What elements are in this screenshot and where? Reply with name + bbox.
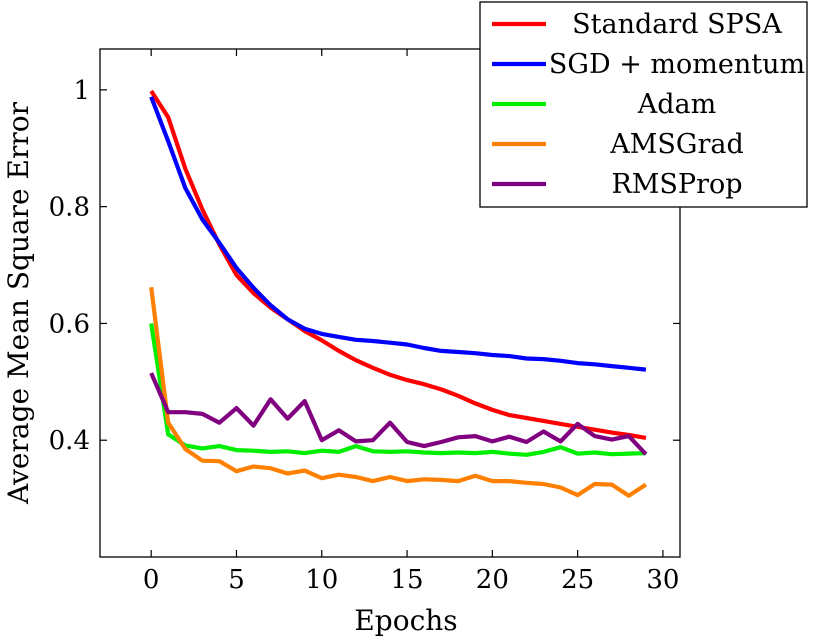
y-tick-label: 1 <box>73 76 90 106</box>
x-tick-label: 20 <box>476 565 509 595</box>
legend-label: RMSProp <box>611 169 742 200</box>
y-tick-label: 0.6 <box>49 309 90 339</box>
legend-label: Standard SPSA <box>572 9 782 40</box>
series-line-amsgrad <box>149 286 648 498</box>
x-tick-label: 15 <box>391 565 424 595</box>
y-axis-label: Average Mean Square Error <box>2 101 35 505</box>
series-line-sgd-momentum <box>149 96 647 372</box>
axis-ticks: 0 5 10 15 20 25 30 0.4 0.6 0.8 1 <box>49 49 680 595</box>
x-tick-label: 0 <box>143 565 160 595</box>
legend-label: Adam <box>637 89 716 120</box>
y-tick-label: 0.4 <box>49 426 90 456</box>
plot-frame <box>99 48 681 558</box>
x-tick-label: 30 <box>646 565 679 595</box>
series-line-rmsprop <box>149 372 648 456</box>
x-tick-label: 10 <box>305 565 338 595</box>
legend: Standard SPSA SGD + momentum Adam AMSGrad RM… <box>479 1 808 208</box>
x-tick-label: 5 <box>228 565 245 595</box>
x-tick-label: 25 <box>561 565 594 595</box>
series-line-adam <box>149 323 646 457</box>
x-axis-label: Epochs <box>354 604 457 637</box>
legend-label: SGD + momentum <box>549 49 805 80</box>
legend-label: AMSGrad <box>609 129 744 160</box>
series-lines <box>149 89 648 498</box>
y-tick-label: 0.8 <box>49 193 90 223</box>
series-line-standard-spsa <box>149 89 647 440</box>
